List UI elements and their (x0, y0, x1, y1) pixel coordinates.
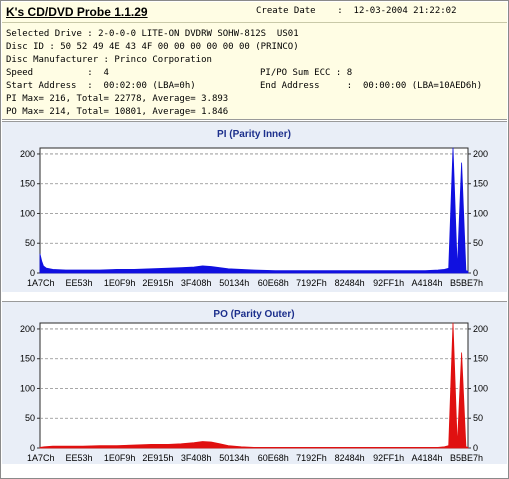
y-tick-label-left: 50 (25, 238, 35, 248)
selected-drive-value: 2-0-0-0 LITE-ON DVDRW SOHW-812S US01 (98, 29, 299, 39)
x-tick-label: 7192Fh (296, 453, 327, 463)
po-chart-panel: PO (Parity Outer) 0 0 50 50 100 100 150 150 200 20… (2, 301, 507, 464)
plot-area (39, 322, 469, 449)
x-tick-label: 3F408h (181, 453, 212, 463)
y-tick-label-right: 0 (473, 443, 478, 453)
x-tick-label: 82484h (335, 278, 365, 288)
y-tick-label-right: 100 (473, 208, 488, 218)
y-tick-label-right: 200 (473, 149, 488, 159)
y-tick-label-left: 200 (20, 324, 35, 334)
y-tick-label-left: 150 (20, 354, 35, 364)
app-title: K's CD/DVD Probe 1.1.29 (6, 5, 148, 19)
po-total-value: 10801 (114, 107, 142, 117)
y-tick-label-left: 150 (20, 179, 35, 189)
end-address-line: End Address : 00:00:00 (LBA=10AED6h) (260, 81, 483, 91)
y-tick-label-left: 0 (30, 268, 35, 278)
disc-id-label: Disc ID (6, 42, 44, 52)
x-tick-label: 92FF1h (373, 278, 404, 288)
x-tick-label: 82484h (335, 453, 365, 463)
chart-title: PO (Parity Outer) (213, 309, 294, 320)
pipo-sum-ecc-label: PI/PO Sum ECC (260, 68, 331, 78)
disc-info: Selected Drive : 2-0-0-0 LITE-ON DVDRW S… (2, 23, 507, 120)
y-tick-label-left: 0 (30, 443, 35, 453)
start-address-line: Start Address : 00:02:00 (LBA=0h) (6, 81, 196, 91)
pi-total-value: 22778 (114, 94, 142, 104)
x-tick-label: 2E915h (142, 278, 173, 288)
po-summary-line: PO Max= 214, Total= 10801, Average= 1.84… (6, 107, 229, 117)
po-max-value: 214 (49, 107, 66, 117)
plot-area (39, 147, 469, 274)
speed-label: Speed (6, 68, 34, 78)
create-date: Create Date : 12-03-2004 21:22:02 (256, 6, 457, 16)
x-tick-label: B5BE7h (450, 453, 483, 463)
start-address-value: 00:02:00 (LBA=0h) (103, 81, 196, 91)
x-tick-label: EE53h (65, 453, 92, 463)
series-area (39, 147, 469, 274)
y-tick-label-left: 200 (20, 149, 35, 159)
pipo-sum-ecc-line: PI/PO Sum ECC : 8 (260, 68, 353, 78)
x-tick-label: 60E68h (258, 453, 289, 463)
y-tick-label-right: 50 (473, 238, 483, 248)
x-tick-label: 1E0F9h (104, 453, 136, 463)
x-tick-label: 3F408h (181, 278, 212, 288)
disc-manufacturer-label: Disc Manufacturer (6, 55, 99, 65)
report-footer (2, 464, 507, 478)
po-average-label: Average= (152, 107, 196, 117)
create-date-label: Create Date (256, 6, 316, 16)
y-tick-label-left: 100 (20, 208, 35, 218)
pi-max-label: PI Max= (6, 94, 44, 104)
y-tick-label-right: 0 (473, 268, 478, 278)
pi-chart-panel: PI (Parity Inner) 0 0 50 50 100 100 150 150 200 20… (2, 121, 507, 292)
y-tick-label-right: 200 (473, 324, 488, 334)
x-tick-label: 7192Fh (296, 278, 327, 288)
x-tick-label: 1E0F9h (104, 278, 136, 288)
x-tick-label: 2E915h (142, 453, 173, 463)
y-tick-label-right: 150 (473, 354, 488, 364)
selected-drive-line: Selected Drive : 2-0-0-0 LITE-ON DVDRW S… (6, 29, 299, 39)
speed-line: Speed : 4 (6, 68, 109, 78)
y-tick-label-right: 100 (473, 383, 488, 393)
x-tick-label: 92FF1h (373, 453, 404, 463)
report-header: K's CD/DVD Probe 1.1.29 Create Date : 12… (2, 2, 507, 23)
po-max-label: PO Max= (6, 107, 44, 117)
speed-value: 4 (103, 68, 109, 78)
pi-chart: PI (Parity Inner) 0 0 50 50 100 100 150 150 200 20… (20, 129, 488, 288)
disc-manufacturer-value: Princo Corporation (114, 55, 212, 65)
x-tick-label: A4184h (412, 278, 443, 288)
y-tick-label-left: 100 (20, 383, 35, 393)
chart-title: PI (Parity Inner) (217, 129, 291, 140)
po-total-label: Total= (76, 107, 109, 117)
x-tick-label: 1A7Ch (27, 453, 55, 463)
create-date-value: 12-03-2004 21:22:02 (353, 6, 457, 16)
x-tick-label: EE53h (65, 278, 92, 288)
disc-manufacturer-line: Disc Manufacturer : Princo Corporation (6, 55, 212, 65)
end-address-value: 00:00:00 (LBA=10AED6h) (362, 81, 483, 91)
x-tick-label: 50134h (219, 453, 249, 463)
series-area (39, 322, 469, 449)
selected-drive-label: Selected Drive (6, 29, 82, 39)
pi-summary-line: PI Max= 216, Total= 22778, Average= 3.89… (6, 94, 229, 104)
disc-id-line: Disc ID : 50 52 49 4E 43 4F 00 00 00 00 … (6, 42, 299, 52)
po-average-value: 1.846 (201, 107, 229, 117)
y-tick-label-right: 50 (473, 413, 483, 423)
pi-total-label: Total= (76, 94, 109, 104)
start-address-label: Start Address (6, 81, 77, 91)
pi-average-value: 3.893 (201, 94, 229, 104)
pipo-sum-ecc-value: 8 (346, 68, 353, 78)
pi-max-value: 216 (49, 94, 66, 104)
y-tick-label-left: 50 (25, 413, 35, 423)
x-tick-label: B5BE7h (450, 278, 483, 288)
x-tick-label: A4184h (412, 453, 443, 463)
end-address-label: End Address (260, 81, 320, 91)
y-tick-label-right: 150 (473, 179, 488, 189)
x-tick-label: 50134h (219, 278, 249, 288)
po-chart: PO (Parity Outer) 0 0 50 50 100 100 150 150 200 20… (20, 309, 488, 463)
pi-average-label: Average= (152, 94, 196, 104)
x-tick-label: 1A7Ch (27, 278, 55, 288)
disc-id-value: 50 52 49 4E 43 4F 00 00 00 00 00 00 (PRI… (60, 42, 299, 52)
x-tick-label: 60E68h (258, 278, 289, 288)
